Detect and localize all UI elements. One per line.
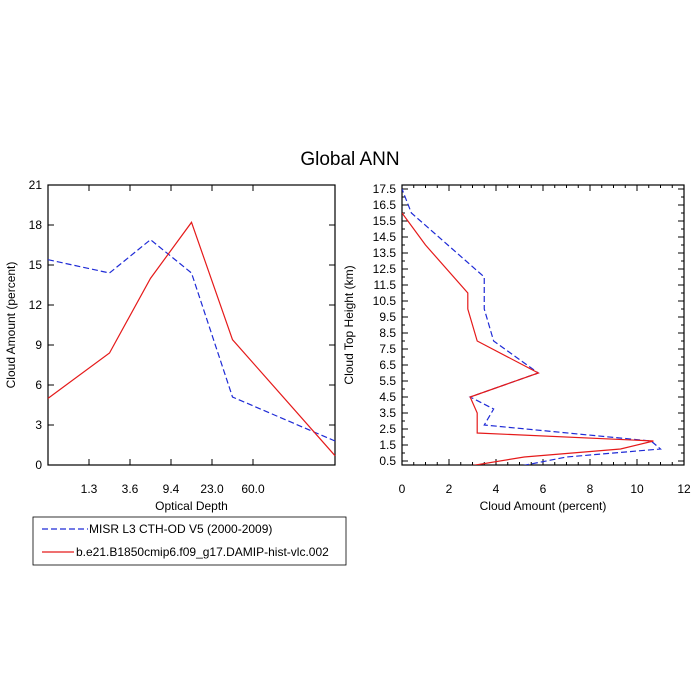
obs-line-left — [47, 238, 336, 442]
y-axis-label: Cloud Amount (percent) — [4, 262, 18, 389]
x-axis-label: Cloud Amount (percent) — [480, 499, 607, 513]
legend-label-obs: MISR L3 CTH-OD V5 (2000-2009) — [89, 522, 272, 536]
x-tick-label: 10 — [630, 482, 644, 496]
chart-title: Global ANN — [300, 149, 399, 170]
y-tick-label: 15.5 — [373, 214, 397, 228]
y-tick-label: 3 — [35, 418, 42, 432]
y-tick-label: 12 — [29, 298, 43, 312]
legend-label-model: b.e21.B1850cmip6.f09_g17.DAMIP-hist-vlc.… — [76, 545, 329, 559]
x-tick-label: 23.0 — [200, 482, 224, 496]
x-tick-label: 1.3 — [81, 482, 98, 496]
x-tick-label: 6 — [540, 482, 547, 496]
obs-line-right — [402, 188, 662, 465]
y-axis-label: Cloud Top Height (km) — [342, 265, 356, 384]
y-tick-label: 10.5 — [373, 294, 397, 308]
y-tick-label: 8.5 — [379, 326, 396, 340]
x-tick-label: 0 — [399, 482, 406, 496]
y-tick-label: 18 — [29, 218, 43, 232]
x-axis-label: Optical Depth — [155, 499, 228, 513]
legend: MISR L3 CTH-OD V5 (2000-2009) b.e21.B185… — [32, 516, 347, 566]
optical-depth-panel: 0 3 6 9 12 15 18 21 1.3 3.6 9.4 23.0 60.0 Optical Dep… — [4, 178, 336, 513]
x-tick-label: 12 — [677, 482, 691, 496]
y-tick-label: 9 — [35, 338, 42, 352]
x-tick-label: 8 — [587, 482, 594, 496]
y-tick-label: 3.5 — [379, 406, 396, 420]
y-tick-label: 6.5 — [379, 358, 396, 372]
x-tick-label: 9.4 — [163, 482, 180, 496]
x-tick-label: 2 — [446, 482, 453, 496]
model-line-right — [402, 212, 654, 465]
cloud-top-height-panel: 0 2 4 6 8 10 12 0.5 1.5 2.5 3.5 4.5 5.5 6.5 7.5 8.5 9.5 1… — [342, 182, 691, 513]
x-tick-label: 3.6 — [122, 482, 139, 496]
y-tick-label: 14.5 — [373, 230, 397, 244]
y-tick-label: 9.5 — [379, 310, 396, 324]
y-tick-label: 7.5 — [379, 342, 396, 356]
left-plot-frame — [47, 184, 336, 466]
legend-box — [32, 516, 347, 566]
right-plot-frame — [401, 184, 685, 466]
y-tick-label: 15 — [29, 258, 43, 272]
y-tick-label: 11.5 — [374, 278, 397, 292]
y-tick-label: 6 — [35, 378, 42, 392]
model-line-left — [47, 221, 336, 457]
x-tick-label: 4 — [493, 482, 500, 496]
y-tick-label: 1.5 — [379, 438, 396, 452]
y-tick-label: 12.5 — [373, 262, 397, 276]
y-tick-label: 5.5 — [379, 374, 396, 388]
y-tick-label: 17.5 — [373, 182, 397, 196]
y-tick-label: 4.5 — [379, 390, 396, 404]
y-tick-label: 0.5 — [379, 454, 396, 468]
y-tick-label: 0 — [35, 458, 42, 472]
x-tick-label: 60.0 — [241, 482, 265, 496]
y-tick-label: 21 — [29, 178, 43, 192]
y-tick-label: 16.5 — [373, 198, 397, 212]
y-tick-label: 13.5 — [373, 246, 397, 260]
y-tick-label: 2.5 — [379, 422, 396, 436]
